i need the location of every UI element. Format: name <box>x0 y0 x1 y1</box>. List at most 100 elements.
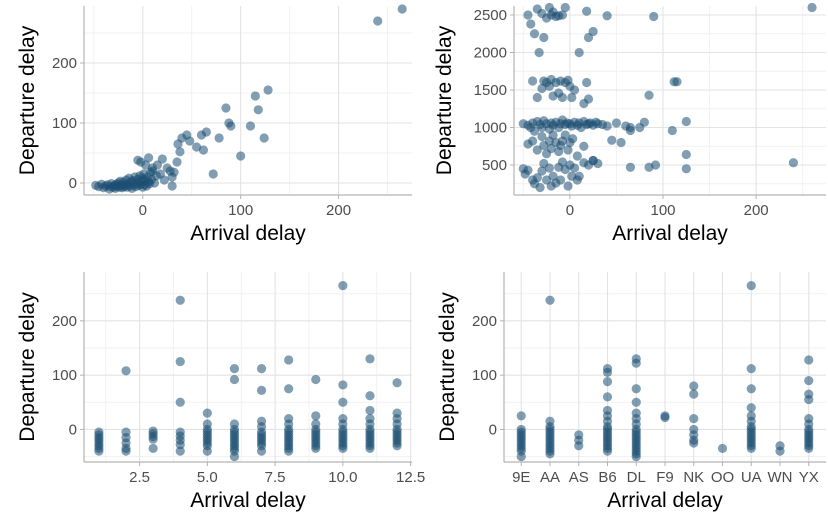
data-point <box>202 446 212 456</box>
data-point <box>229 364 240 374</box>
data-point <box>545 295 555 305</box>
data-point <box>644 162 654 172</box>
x-tick-label: 200 <box>744 202 769 219</box>
data-point <box>555 175 566 185</box>
data-point <box>149 178 160 188</box>
data-point <box>373 16 383 26</box>
panel-2: 500 1000 1500 2000 2500 0 100 200 Arrival delay D… <box>433 2 826 245</box>
data-point <box>392 378 402 388</box>
y-tick-label: 100 <box>52 115 77 132</box>
data-point <box>631 358 641 368</box>
data-point <box>175 295 185 305</box>
data-point <box>148 434 158 444</box>
x-tick-label: OO <box>711 469 734 486</box>
data-point <box>602 11 612 21</box>
data-point <box>338 397 348 407</box>
data-point <box>667 125 677 136</box>
y-tick-label: 2000 <box>474 45 507 62</box>
data-point <box>175 440 185 450</box>
x-tick-label: DL <box>627 469 646 486</box>
x-tick-label: WN <box>768 469 793 486</box>
data-point <box>529 29 540 39</box>
y-tick-label: 100 <box>52 367 77 384</box>
data-point <box>689 438 699 448</box>
x-tick-label: YX <box>799 469 819 486</box>
y-tick-label: 1000 <box>474 120 507 137</box>
y-tick-label: 100 <box>472 367 497 384</box>
y-tick-label: 0 <box>69 421 77 438</box>
data-point <box>775 446 785 456</box>
x-axis-title: Arrival delay <box>190 222 306 245</box>
data-point <box>557 92 568 103</box>
data-point <box>148 443 158 454</box>
data-point <box>256 364 267 374</box>
data-point <box>526 19 536 29</box>
data-point <box>532 92 542 103</box>
data-point <box>263 85 273 95</box>
data-point <box>516 411 526 421</box>
y-tick-label: 0 <box>489 421 497 438</box>
x-tick-label: 12.5 <box>396 469 425 486</box>
data-point <box>245 121 256 131</box>
data-point <box>365 391 375 401</box>
data-point <box>144 153 154 163</box>
data-point <box>746 364 756 374</box>
data-point <box>175 446 185 456</box>
data-point <box>574 441 584 451</box>
data-point <box>631 397 641 407</box>
data-point <box>689 389 699 399</box>
x-tick-label: B6 <box>598 469 616 486</box>
data-point <box>523 165 533 175</box>
data-point <box>602 367 613 378</box>
data-point <box>639 117 649 127</box>
data-point <box>256 385 267 395</box>
x-axis-title: Arrival delay <box>607 489 723 512</box>
y-tick-label: 200 <box>52 313 77 330</box>
data-point <box>214 133 224 143</box>
data-point <box>365 405 375 416</box>
data-point <box>579 141 589 151</box>
data-point <box>175 147 185 157</box>
x-tick-label: NK <box>683 469 704 486</box>
data-point <box>284 446 294 456</box>
data-point <box>532 145 542 155</box>
data-point <box>681 164 691 174</box>
y-tick-label: 0 <box>69 175 77 192</box>
panel-4: 0 100 200 9E AA AS B6 DL F9 NK OO UA WN YX Arrival del… <box>436 272 826 512</box>
data-point <box>567 92 577 103</box>
panel-1: 0 100 200 0 100 200 Arrival delay Departure del… <box>16 4 412 245</box>
data-point <box>175 397 185 407</box>
data-point <box>226 121 236 131</box>
x-axis-title: Arrival delay <box>190 489 306 512</box>
x-tick-label: 100 <box>228 202 253 219</box>
data-point <box>365 443 375 454</box>
data-point <box>141 160 151 170</box>
data-point <box>311 443 321 454</box>
data-point <box>221 103 231 113</box>
data-point <box>563 181 573 191</box>
data-point <box>198 145 209 155</box>
data-point <box>311 374 321 385</box>
data-point <box>804 375 814 386</box>
data-point <box>392 441 402 451</box>
data-point <box>557 10 568 20</box>
data-point <box>602 446 613 456</box>
data-point <box>250 91 260 101</box>
data-point <box>560 130 570 140</box>
data-point <box>607 135 617 145</box>
data-point <box>557 157 568 167</box>
x-axis-title: Arrival delay <box>612 222 728 245</box>
y-tick-label: 500 <box>482 157 507 174</box>
x-tick-label: 7.5 <box>265 469 286 486</box>
y-axis-title: Departure delay <box>436 292 459 442</box>
data-point <box>172 157 182 167</box>
data-point <box>689 381 699 391</box>
data-point <box>602 121 612 131</box>
data-point <box>229 451 240 462</box>
y-tick-label: 200 <box>472 313 497 330</box>
data-point <box>631 451 641 462</box>
data-point <box>284 384 294 394</box>
data-point <box>537 166 547 176</box>
